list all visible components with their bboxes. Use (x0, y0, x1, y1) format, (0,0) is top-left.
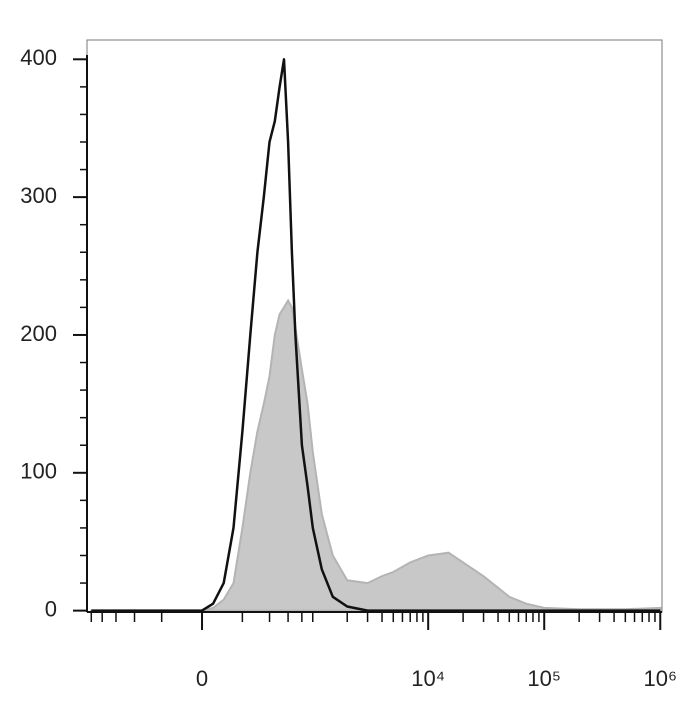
histogram-area (90, 298, 662, 612)
y-tick-label: 100 (20, 459, 57, 484)
y-tick-label: 400 (20, 45, 57, 70)
x-tick-label: 10⁶ (644, 666, 678, 691)
y-tick-label: 200 (20, 321, 57, 346)
x-tick-label: 10⁵ (527, 666, 561, 691)
plot-frame (86, 39, 663, 613)
x-tick-label: 0 (196, 666, 208, 691)
histogram-line (91, 58, 661, 612)
y-tick-label: 300 (20, 183, 57, 208)
y-tick-label: 0 (45, 596, 57, 621)
x-tick-label: 10⁴ (411, 666, 445, 691)
